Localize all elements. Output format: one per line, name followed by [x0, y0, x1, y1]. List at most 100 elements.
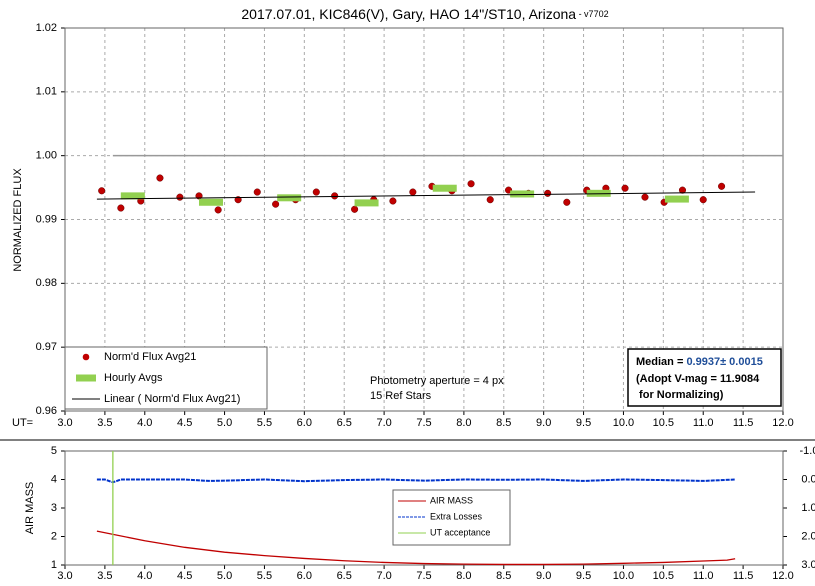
- annotation: Photometry aperture = 4 px: [370, 375, 504, 387]
- y-tick-label: 0.99: [36, 213, 57, 225]
- x-tick-label: 8.5: [496, 417, 511, 429]
- data-point: [699, 196, 707, 204]
- chart-title: 2017.07.01, KIC846(V), Gary, HAO 14"/ST1…: [241, 6, 608, 22]
- y2-tick-label: 0.0: [801, 473, 815, 485]
- x-axis-prefix: UT=: [12, 417, 33, 429]
- x-tick-label: 4.0: [137, 417, 152, 429]
- data-point: [486, 196, 494, 204]
- data-point: [156, 174, 164, 182]
- legend: AIR MASS Extra Losses UT acceptance: [392, 489, 511, 546]
- data-point: [621, 184, 629, 192]
- hourly-avg: [354, 199, 379, 207]
- x-tick-label: 8.0: [456, 417, 471, 429]
- x-tick-label: 8.0: [456, 570, 471, 582]
- x-tick-label: 6.0: [297, 570, 312, 582]
- legend-label: Norm'd Flux Avg21: [104, 351, 196, 363]
- x-tick-label: 3.0: [57, 417, 72, 429]
- x-tick-label: 12.0: [772, 570, 793, 582]
- data-point: [272, 200, 280, 208]
- x-tick-label: 7.5: [416, 417, 431, 429]
- x-tick-label: 4.5: [177, 417, 192, 429]
- hourly-avg: [198, 198, 223, 206]
- plot-frame: [64, 450, 784, 566]
- x-tick-label: 3.0: [57, 570, 72, 582]
- y2-tick-label: 3.0: [801, 559, 815, 571]
- x-tick-label: 9.0: [536, 570, 551, 582]
- legend-label: Extra Losses: [430, 511, 483, 521]
- x-tick-label: 12.0: [772, 417, 793, 429]
- y-tick-label: 0.97: [36, 341, 57, 353]
- x-tick-label: 5.5: [257, 417, 272, 429]
- data-point: [563, 198, 571, 206]
- y2-tick-label: 2.0: [801, 530, 815, 542]
- legend-label: AIR MASS: [430, 495, 473, 505]
- data-point: [312, 188, 320, 196]
- x-tick-label: 10.5: [653, 570, 674, 582]
- plot-frame: [64, 27, 784, 412]
- x-tick-label: 4.0: [137, 570, 152, 582]
- data-point: [409, 188, 417, 196]
- title-suffix: - v7702: [576, 9, 609, 19]
- data-point: [351, 205, 359, 213]
- data-point: [641, 193, 649, 201]
- x-tick-label: 5.0: [217, 417, 232, 429]
- y-tick-label: 5: [51, 445, 57, 457]
- data-point: [389, 197, 397, 205]
- legend-label: UT acceptance: [430, 527, 490, 537]
- x-tick-label: 10.0: [613, 417, 634, 429]
- hourly-avg: [664, 195, 689, 203]
- y-tick-label: 1.02: [36, 22, 57, 34]
- x-tick-label: 5.0: [217, 570, 232, 582]
- y-tick-label: 1.01: [36, 86, 57, 98]
- x-tick-label: 6.5: [337, 570, 352, 582]
- hourly-avg: [120, 192, 145, 200]
- hourly-avg: [432, 184, 457, 192]
- y-tick-label: 1: [51, 559, 57, 571]
- x-tick-label: 9.0: [536, 417, 551, 429]
- legend-label: Hourly Avgs: [104, 372, 163, 384]
- legend-marker: [76, 374, 96, 382]
- x-tick-label: 6.0: [297, 417, 312, 429]
- x-tick-label: 11.5: [733, 570, 754, 582]
- y-tick-label: 3: [51, 502, 57, 514]
- data-point: [678, 186, 687, 194]
- y-axis-label: NORMALIZED FLUX: [12, 168, 24, 272]
- x-tick-label: 3.5: [97, 417, 112, 429]
- annotation: 15 Ref Stars: [370, 390, 432, 402]
- series-line: [96, 191, 756, 200]
- hourly-avg: [510, 190, 535, 198]
- median-box: [627, 348, 782, 407]
- data-point: [117, 204, 125, 212]
- median-line: for Normalizing): [636, 389, 724, 401]
- x-tick-label: 10.5: [653, 417, 674, 429]
- data-point: [331, 192, 339, 200]
- y-tick-label: 0.96: [36, 405, 57, 417]
- x-tick-label: 7.5: [416, 570, 431, 582]
- data-point: [467, 180, 475, 188]
- median-value: 0.9937± 0.0015: [686, 356, 762, 368]
- median-text: Median = 0.9937± 0.0015: [636, 356, 763, 368]
- y2-tick-label: -1.0: [800, 445, 815, 457]
- data-point: [544, 189, 552, 197]
- legend-marker: [82, 353, 90, 361]
- x-tick-label: 4.5: [177, 570, 192, 582]
- hourly-avg: [277, 194, 302, 202]
- median-label: Median =: [636, 356, 686, 368]
- x-tick-label: 3.5: [97, 570, 112, 582]
- y-tick-label: 4: [51, 473, 57, 485]
- x-tick-label: 11.0: [693, 570, 714, 582]
- series-line: [96, 530, 736, 566]
- y-tick-label: 2: [51, 530, 57, 542]
- x-tick-label: 9.5: [576, 570, 591, 582]
- x-tick-label: 8.5: [496, 570, 511, 582]
- x-tick-label: 6.5: [337, 417, 352, 429]
- y-tick-label: 0.98: [36, 277, 57, 289]
- y-tick-label: 1.00: [36, 150, 57, 162]
- x-tick-label: 7.0: [376, 417, 391, 429]
- legend: Norm'd Flux Avg21 Hourly Avgs Linear ( Nor…: [64, 346, 268, 410]
- series-line: [96, 478, 736, 484]
- x-tick-label: 10.0: [613, 570, 634, 582]
- data-point: [176, 193, 184, 201]
- title-main: 2017.07.01, KIC846(V), Gary, HAO 14"/ST1…: [241, 6, 576, 22]
